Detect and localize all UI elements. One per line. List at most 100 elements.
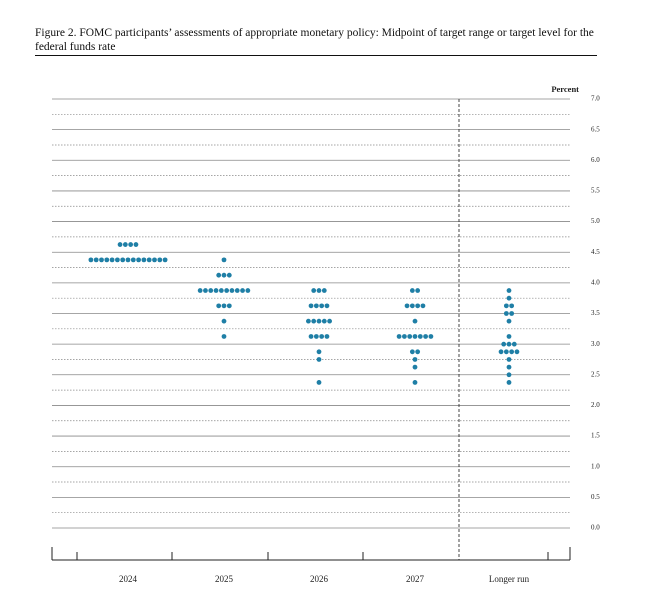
x-tick-label: 2025 [215,574,234,584]
y-tick-label: 6.5 [591,125,600,133]
dot [420,303,426,309]
y-tick-label: 0.0 [591,524,600,532]
dot [229,288,235,293]
dot [203,288,208,293]
dot [503,311,509,316]
dot [509,311,515,316]
dot [506,334,512,339]
dot [308,303,314,309]
dot [216,303,222,309]
dot [498,349,504,355]
dot [316,318,322,324]
y-tick-label: 0.5 [591,493,600,501]
dot [197,288,203,293]
dot [157,257,163,263]
dot [221,257,227,263]
dot [412,318,418,324]
dot [428,334,434,339]
dot [506,357,512,362]
dot [316,288,322,293]
dot [423,334,428,339]
y-tick-label: 1.5 [591,432,600,440]
dot [409,303,415,309]
dot [412,364,418,370]
dot [125,257,131,263]
dot [221,318,227,324]
y-tick-label: 4.5 [591,248,600,256]
dot [213,288,219,293]
dot [316,349,322,355]
dot [415,303,421,309]
y-tick-label: 2.0 [591,401,600,409]
dot [415,288,421,293]
dot [417,334,423,339]
dot [514,349,520,355]
y-tick-label: 6.0 [591,156,600,164]
y-tick-label: 4.0 [591,278,600,286]
dot [316,380,322,385]
dot [162,257,168,263]
dot [509,349,515,355]
dot [313,334,319,339]
y-tick-label: 7.0 [591,95,600,103]
dot [308,334,314,339]
chart-title: Figure 2. FOMC participants’ assessments… [35,27,594,53]
y-tick-label: 3.5 [591,309,600,317]
dot [321,288,327,293]
dot [141,257,147,263]
y-tick-label: 2.5 [591,370,600,378]
dot [221,272,227,278]
dot [412,334,418,339]
dot [226,272,232,278]
title-rule [35,55,597,56]
dot [412,380,418,385]
y-tick-label: 1.0 [591,462,600,470]
dot [152,257,157,263]
dot [306,318,311,324]
dot [136,257,142,263]
dot [506,380,512,385]
dot [146,257,152,263]
dot [409,349,415,355]
dot [245,288,251,293]
dot [316,357,322,362]
dot [501,341,507,347]
dot [324,303,330,309]
x-tick-label: 2027 [406,574,425,584]
dot [506,318,512,324]
dot [327,318,332,324]
dot [117,242,123,247]
dot [319,334,325,339]
dot [128,242,134,247]
dot [218,288,224,293]
dot [311,318,317,324]
dot [415,349,421,355]
dot [130,257,136,263]
dot [506,372,512,378]
dot [321,318,327,324]
dot [226,303,232,309]
dot [133,242,139,247]
dot [224,288,230,293]
dot [216,272,222,278]
dot [99,257,104,263]
dot [324,334,330,339]
x-tick-label: 2024 [119,574,138,584]
dot [511,341,517,347]
dot [509,303,515,309]
dot [506,364,512,370]
dot [234,288,240,293]
dot [240,288,245,293]
dot [407,334,413,339]
dot [402,334,407,339]
dot [503,303,509,309]
y-axis-label: Percent [551,84,579,94]
dot [396,334,402,339]
dot [88,257,94,263]
dot [506,295,512,301]
dot [409,288,415,293]
dot [120,257,126,263]
dot [319,303,325,309]
